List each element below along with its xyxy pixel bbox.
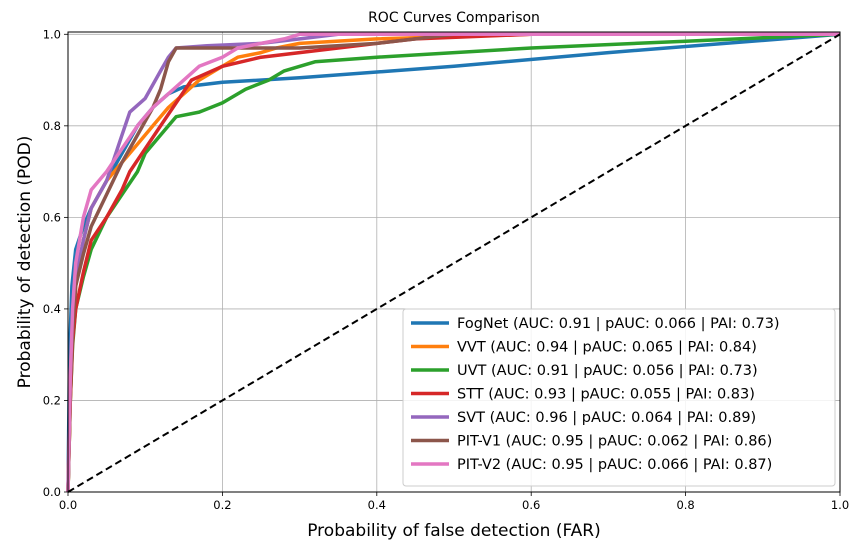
legend-label-4: STT (AUC: 0.93 | pAUC: 0.055 | PAI: 0.83… (457, 387, 755, 403)
x-tick-label: 0.0 (59, 498, 77, 512)
series-layer (66, 32, 841, 493)
legend-label-3: UVT (AUC: 0.91 | pAUC: 0.056 | PAI: 0.73… (457, 363, 758, 379)
legend-label-7: PIT-V2 (AUC: 0.95 | pAUC: 0.066 | PAI: 0… (457, 457, 772, 473)
legend-label-6: PIT-V1 (AUC: 0.95 | pAUC: 0.062 | PAI: 0… (457, 434, 772, 450)
plot-frame (67, 31, 841, 493)
x-tick-label: 1.0 (831, 498, 849, 512)
tick-layer: 0.0 0.2 0.4 0.6 0.8 1.0 0.0 0.2 0.4 0.6 0.8 1.0 (43, 27, 849, 512)
legend-box (402, 308, 836, 487)
legend-label-1: FogNet (AUC: 0.91 | pAUC: 0.066 | PAI: 0… (457, 316, 780, 332)
y-tick-label: 0.6 (43, 210, 61, 224)
chance-diagonal-line (67, 33, 841, 493)
reference-layer (67, 33, 841, 493)
y-tick-label: 1.0 (43, 27, 61, 41)
y-tick-label: 0.0 (43, 485, 61, 499)
y-tick-label: 0.4 (43, 302, 61, 316)
x-tick-label: 0.6 (522, 498, 540, 512)
y-axis-label: Probability of detection (POD) (15, 136, 35, 389)
x-tick-label: 0.8 (676, 498, 694, 512)
x-tick-label: 0.2 (213, 498, 231, 512)
legend-label-2: VVT (AUC: 0.94 | pAUC: 0.065 | PAI: 0.84… (457, 340, 757, 356)
legend-label-5: SVT (AUC: 0.96 | pAUC: 0.064 | PAI: 0.89… (457, 410, 756, 426)
series-line-7 (66, 32, 840, 493)
y-tick-label: 0.8 (43, 119, 61, 133)
chart-title: ROC Curves Comparison (368, 10, 540, 26)
y-tick-label: 0.2 (43, 393, 61, 407)
x-axis-label: Probability of false detection (FAR) (307, 521, 601, 541)
legend: FogNet (AUC: 0.91 | pAUC: 0.066 | PAI: 0… (402, 308, 836, 487)
x-tick-label: 0.4 (368, 498, 386, 512)
